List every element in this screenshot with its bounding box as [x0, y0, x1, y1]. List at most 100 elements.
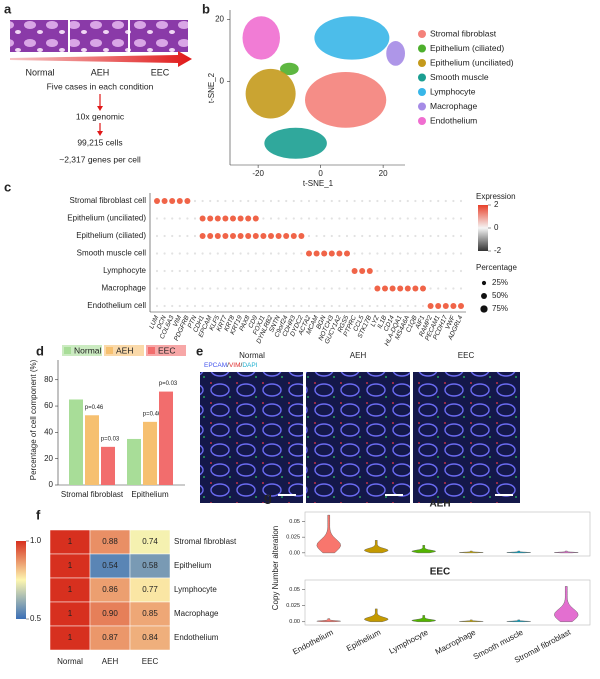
background-dot: [452, 217, 455, 220]
legend-label: Smooth muscle: [430, 72, 489, 82]
background-dot: [231, 269, 235, 273]
marker-dot: [230, 215, 236, 222]
background-dot: [353, 199, 356, 203]
background-dot: [361, 304, 364, 308]
legend-swatch: [62, 345, 102, 356]
background-dot: [368, 287, 371, 290]
column-label: EEC: [142, 657, 159, 666]
fluorescence-image: [413, 372, 520, 503]
background-dot: [178, 252, 181, 255]
background-dot: [383, 252, 387, 255]
stain-dapi: DAPI: [242, 362, 257, 369]
background-dot: [414, 304, 417, 308]
background-dot: [429, 199, 432, 203]
marker-dot: [321, 250, 328, 257]
legend-label: Stromal fibroblast: [430, 28, 497, 38]
violin: [506, 550, 531, 554]
background-dot: [216, 304, 219, 308]
background-dot: [315, 287, 318, 290]
heat-cell: [89, 625, 131, 651]
background-dot: [201, 199, 204, 203]
cell-label: 1: [68, 537, 73, 546]
background-dot: [193, 217, 197, 220]
background-dot: [300, 252, 303, 255]
background-dot: [269, 217, 273, 220]
legend-label: Epithelium (unciliated): [430, 57, 514, 67]
y-tick-label: 0.025: [286, 535, 300, 541]
marker-dot: [214, 233, 221, 239]
cell-label: 0.77: [142, 585, 158, 594]
background-dot: [224, 269, 227, 273]
x-tick-label: Stromal fibroblast: [61, 490, 124, 499]
background-dot: [383, 304, 387, 308]
background-dot: [444, 287, 447, 290]
background-dot: [186, 269, 189, 273]
background-dot: [421, 217, 425, 220]
background-dot: [406, 269, 409, 273]
marker-dot: [176, 198, 183, 204]
background-dot: [315, 304, 318, 308]
cell-label: 0.85: [142, 609, 158, 618]
background-dot: [376, 269, 379, 273]
background-dot: [193, 199, 197, 203]
marker-dot: [389, 285, 396, 292]
x-tick-label: Epithelium: [131, 490, 169, 499]
background-dot: [406, 234, 409, 238]
background-dot: [391, 199, 394, 203]
row-label: Smooth muscle cell: [77, 249, 147, 258]
y-tick-label: 0: [220, 76, 225, 85]
colorbar-label: 2: [494, 200, 499, 209]
background-dot: [391, 252, 394, 255]
bar: [127, 438, 141, 485]
background-dot: [452, 269, 455, 273]
background-dot: [231, 252, 235, 255]
background-dot: [353, 304, 356, 308]
background-dot: [193, 252, 197, 255]
marker-dot: [351, 268, 358, 274]
legend-swatch: [104, 345, 144, 356]
background-dot: [155, 287, 159, 290]
background-dot: [414, 269, 417, 273]
marker-dot: [435, 303, 442, 309]
background-dot: [193, 269, 197, 273]
background-dot: [262, 304, 265, 308]
background-dot: [376, 199, 379, 203]
background-dot: [239, 269, 242, 273]
progression-arrow: [10, 51, 192, 67]
background-dot: [277, 252, 280, 255]
background-dot: [277, 217, 280, 220]
x-tick-label: 20: [379, 169, 388, 178]
stain-separator: /: [227, 362, 229, 369]
marker-dot: [230, 233, 236, 239]
panel-label: d: [36, 343, 44, 358]
background-dot: [452, 287, 455, 290]
background-dot: [323, 199, 326, 203]
cluster: [314, 16, 390, 60]
background-dot: [399, 252, 402, 255]
p-value: p=0.46: [85, 405, 104, 411]
marker-dot: [245, 233, 252, 239]
row-label: Stromal fibroblast: [174, 537, 237, 546]
background-dot: [323, 269, 326, 273]
background-dot: [193, 234, 197, 238]
background-dot: [178, 217, 181, 220]
cluster: [280, 62, 299, 76]
background-dot: [429, 234, 432, 238]
background-dot: [254, 252, 257, 255]
legend-swatch: [418, 30, 426, 38]
background-dot: [224, 199, 227, 203]
x-axis-label: t-SNE_1: [303, 179, 334, 188]
violin: [316, 514, 341, 554]
background-dot: [231, 199, 235, 203]
legend-label: Endothelium: [430, 115, 477, 125]
background-dot: [201, 252, 204, 255]
background-dot: [247, 287, 250, 290]
panel-a-images: [10, 20, 192, 136]
violin: [554, 586, 579, 622]
cluster: [242, 16, 280, 60]
marker-dot: [214, 215, 221, 222]
marker-dot: [260, 233, 267, 239]
marker-dot: [154, 198, 160, 204]
y-tick-label: 40: [44, 427, 53, 436]
